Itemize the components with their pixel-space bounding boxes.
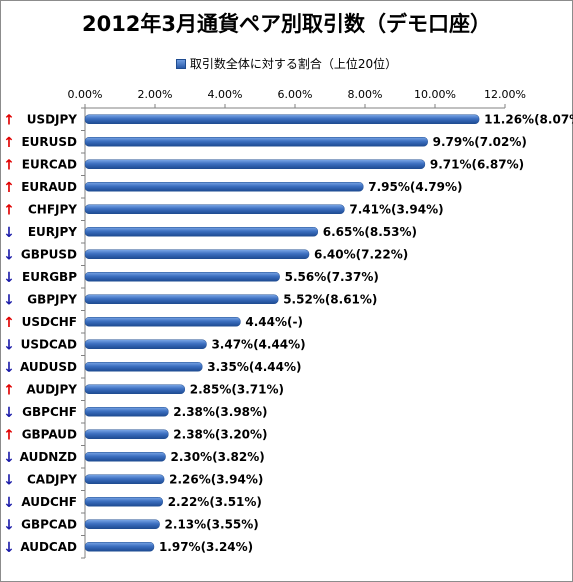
- bar-eurusd: [84, 137, 428, 147]
- data-label: 9.79%(7.02%): [433, 135, 527, 149]
- category-label: AUDJPY: [26, 382, 77, 396]
- legend-swatch: [175, 58, 186, 69]
- trend-up-icon: ↑: [3, 202, 15, 218]
- bar-audcad: [84, 542, 155, 552]
- trend-up-icon: ↑: [3, 112, 15, 128]
- data-label: 2.30%(3.82%): [171, 450, 265, 464]
- category-label: GBPJPY: [27, 292, 77, 306]
- x-tick-label: 2.00%: [138, 88, 173, 101]
- data-label: 7.95%(4.79%): [368, 180, 462, 194]
- trend-down-icon: ↓: [3, 495, 15, 511]
- trend-down-icon: ↓: [3, 360, 15, 376]
- category-label: EURAUD: [21, 180, 77, 194]
- trend-down-icon: ↓: [3, 337, 15, 353]
- data-label: 6.40%(7.22%): [314, 247, 408, 261]
- bar-eurjpy: [84, 227, 318, 237]
- data-label: 3.35%(4.44%): [207, 360, 301, 374]
- category-label: GBPAUD: [22, 427, 77, 441]
- x-tick-label: 4.00%: [208, 88, 243, 101]
- category-label: USDJPY: [27, 112, 78, 126]
- data-label: 2.85%(3.71%): [190, 382, 284, 396]
- category-label: EURUSD: [21, 135, 77, 149]
- category-label: EURGBP: [22, 270, 77, 284]
- legend-label: 取引数全体に対する割合（上位20位）: [189, 57, 398, 71]
- trend-up-icon: ↑: [3, 315, 15, 331]
- x-tick-label: 12.00%: [484, 88, 526, 101]
- bar-usdcad: [84, 339, 207, 349]
- category-label: GBPCAD: [21, 517, 77, 531]
- category-label: USDCHF: [22, 315, 77, 329]
- trend-down-icon: ↓: [3, 540, 15, 556]
- bar-cadjpy: [84, 474, 165, 484]
- data-label: 1.97%(3.24%): [159, 540, 253, 554]
- category-label: USDCAD: [21, 337, 77, 351]
- data-label: 9.71%(6.87%): [430, 157, 524, 171]
- data-label: 5.56%(7.37%): [285, 270, 379, 284]
- bar-gbpchf: [84, 407, 169, 417]
- trend-down-icon: ↓: [3, 247, 15, 263]
- bar-euraud: [84, 182, 364, 192]
- trend-down-icon: ↓: [3, 472, 15, 488]
- data-label: 11.26%(8.07%): [484, 112, 573, 126]
- data-label: 2.22%(3.51%): [168, 495, 262, 509]
- category-label: AUDCAD: [20, 540, 77, 554]
- data-label: 6.65%(8.53%): [323, 225, 417, 239]
- category-label: EURJPY: [28, 225, 77, 239]
- category-label: AUDNZD: [20, 450, 77, 464]
- category-label: GBPUSD: [21, 247, 77, 261]
- trend-up-icon: ↑: [3, 180, 15, 196]
- data-label: 3.47%(4.44%): [211, 337, 305, 351]
- data-label: 4.44%(-): [245, 315, 303, 329]
- data-label: 7.41%(3.94%): [349, 202, 443, 216]
- chart-title: 2012年3月通貨ペア別取引数（デモ口座）: [81, 12, 492, 36]
- bar-gbpjpy: [84, 294, 279, 304]
- bar-eurgbp: [84, 272, 280, 282]
- trend-up-icon: ↑: [3, 427, 15, 443]
- bar-gbpaud: [84, 429, 169, 439]
- trend-down-icon: ↓: [3, 292, 15, 308]
- data-label: 2.13%(3.55%): [165, 517, 259, 531]
- bar-audnzd: [84, 452, 166, 462]
- x-tick-label: 6.00%: [278, 88, 313, 101]
- trend-down-icon: ↓: [3, 405, 15, 421]
- x-tick-label: 8.00%: [348, 88, 383, 101]
- trend-down-icon: ↓: [3, 225, 15, 241]
- trend-up-icon: ↑: [3, 157, 15, 173]
- trend-up-icon: ↑: [3, 135, 15, 151]
- trend-down-icon: ↓: [3, 450, 15, 466]
- category-label: CADJPY: [27, 472, 77, 486]
- bar-eurcad: [84, 159, 426, 169]
- category-label: GBPCHF: [22, 405, 77, 419]
- bar-usdchf: [84, 317, 241, 327]
- bar-audusd: [84, 362, 203, 372]
- x-tick-label: 10.00%: [414, 88, 456, 101]
- data-label: 2.38%(3.20%): [173, 427, 267, 441]
- bar-gbpusd: [84, 249, 310, 259]
- category-label: AUDUSD: [20, 360, 77, 374]
- trend-down-icon: ↓: [3, 270, 15, 286]
- trend-down-icon: ↓: [3, 517, 15, 533]
- chart-legend: 取引数全体に対する割合（上位20位）: [0, 55, 573, 72]
- category-label: CHFJPY: [28, 202, 77, 216]
- data-label: 2.38%(3.98%): [173, 405, 267, 419]
- bar-gbpcad: [84, 519, 160, 529]
- category-label: AUDCHF: [21, 495, 77, 509]
- bar-audjpy: [84, 384, 185, 394]
- bar-usdjpy: [84, 114, 480, 124]
- category-label: EURCAD: [22, 157, 77, 171]
- bar-audchf: [84, 497, 163, 507]
- data-label: 2.26%(3.94%): [169, 472, 263, 486]
- x-tick-label: 0.00%: [68, 88, 103, 101]
- data-label: 5.52%(8.61%): [283, 292, 377, 306]
- bar-chfjpy: [84, 204, 345, 214]
- trend-up-icon: ↑: [3, 382, 15, 398]
